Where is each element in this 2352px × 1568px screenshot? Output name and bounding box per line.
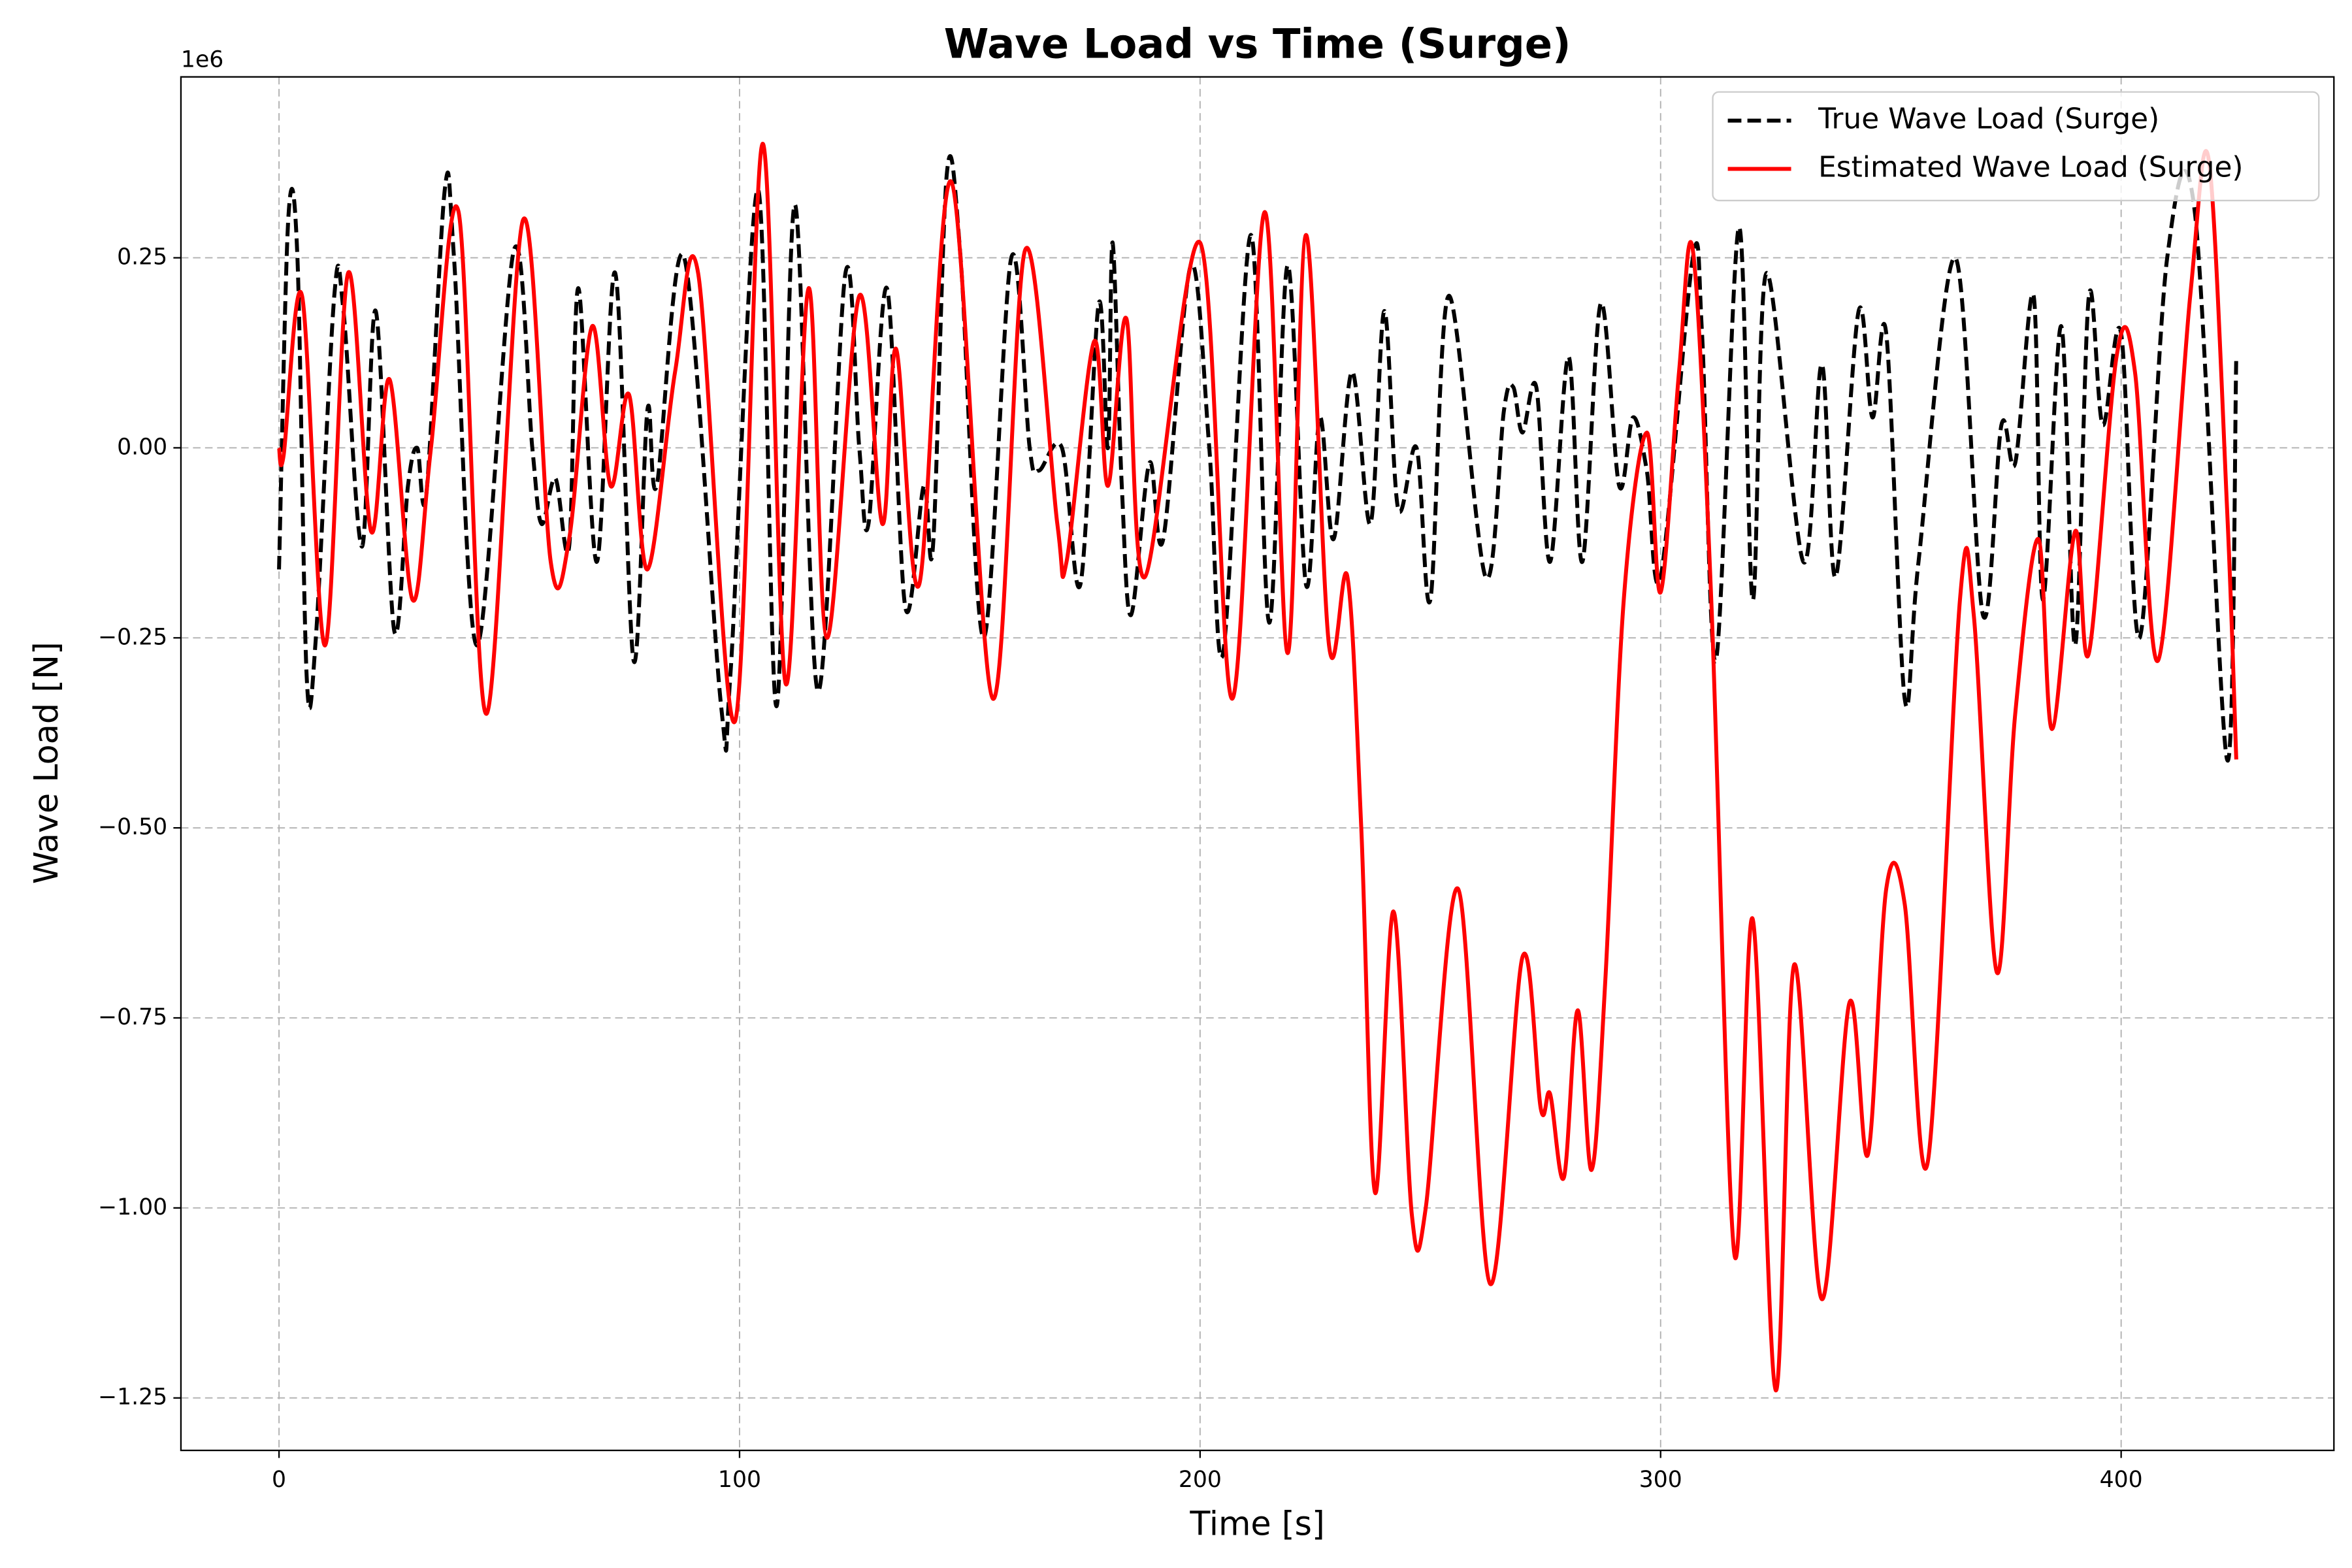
- legend-box: [1712, 91, 2320, 202]
- x-tick-label: 0: [272, 1467, 286, 1493]
- axes-frame: [180, 76, 2335, 1452]
- y-tick-label: −0.50: [98, 814, 167, 840]
- y-tick-label: −0.25: [98, 624, 167, 650]
- x-tick-label: 400: [2100, 1467, 2143, 1493]
- legend-label: Estimated Wave Load (Surge): [1818, 150, 2243, 184]
- chart-title: Wave Load vs Time (Surge): [944, 20, 1571, 68]
- ticks: 0 100 200 300 400 −1.25 −1.00 −0.75 −0.50 −0.25 0.…: [98, 244, 2143, 1494]
- y-axis-label: Wave Load [N]: [27, 642, 65, 884]
- y-tick-label: −1.25: [98, 1384, 167, 1411]
- x-axis-label: Time [s]: [1189, 1504, 1324, 1543]
- y-tick-label: 0.25: [117, 244, 167, 270]
- legend: True Wave Load (Surge) Estimated Wave Loa…: [1712, 91, 2320, 202]
- data-line: [277, 154, 2238, 763]
- legend-label: True Wave Load (Surge): [1818, 103, 2159, 136]
- x-tick-label: 200: [1179, 1467, 1222, 1493]
- data-line: [277, 142, 2238, 1393]
- y-tick-label: −1.00: [98, 1194, 167, 1220]
- plot-area: [277, 142, 2238, 1393]
- y-offset-label: 1e6: [181, 46, 223, 73]
- y-tick-label: −0.75: [98, 1004, 167, 1030]
- x-tick-label: 300: [1639, 1467, 1682, 1493]
- y-tick-label: 0.00: [117, 434, 167, 460]
- x-tick-label: 100: [718, 1467, 761, 1493]
